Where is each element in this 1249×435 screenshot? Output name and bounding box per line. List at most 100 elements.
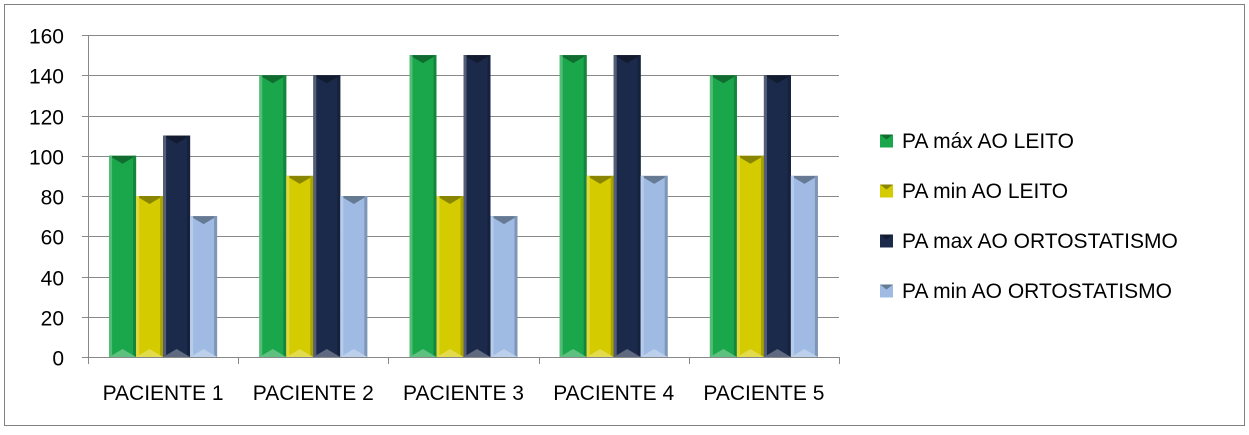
legend-swatch: [880, 284, 893, 298]
bar: [190, 216, 218, 357]
bar: [313, 75, 341, 357]
bar-bevel-left: [340, 196, 344, 357]
bar-bevel-bottom: [136, 349, 164, 357]
bar-bevel-top: [790, 175, 818, 184]
bar-bevel-right: [487, 55, 491, 357]
bar-body: [463, 55, 491, 357]
bar-bevel-bottom: [259, 349, 287, 357]
bar-bevel-left: [259, 75, 263, 357]
bar-bevel-right: [664, 175, 668, 357]
legend-swatch-bevel: [880, 284, 893, 290]
x-tick-label: PACIENTE 3: [403, 382, 524, 405]
bar: [736, 155, 764, 357]
bar-body: [409, 55, 437, 357]
y-tick-label: 160: [29, 26, 64, 49]
bar-body: [313, 75, 341, 357]
legend-item: PA min AO LEITO: [880, 180, 1068, 203]
bar-bevel-bottom: [709, 349, 737, 357]
y-tick-label: 20: [41, 308, 64, 331]
bar-bevel-bottom: [163, 349, 191, 357]
bar-bevel-left: [763, 75, 767, 357]
bar-bevel-top: [409, 55, 437, 64]
bar-bevel-left: [163, 135, 167, 357]
bar-bevel-bottom: [490, 349, 518, 357]
legend-swatch: [880, 184, 893, 198]
bar-bevel-top: [586, 175, 614, 184]
bar-bevel-left: [190, 216, 194, 357]
legend-item: PA min AO ORTOSTATISMO: [880, 280, 1172, 303]
bar-bevel-right: [610, 175, 614, 357]
bar: [286, 175, 314, 357]
bar-bevel-left: [613, 55, 617, 357]
legend-item: PA max AO ORTOSTATISMO: [880, 230, 1178, 253]
bar-bevel-top: [736, 155, 764, 164]
y-tick-label: 60: [41, 227, 64, 250]
bar-bevel-left: [313, 75, 317, 357]
bar-bevel-top: [709, 75, 737, 84]
bar-bevel-top: [313, 75, 341, 84]
legend-label: PA min AO LEITO: [902, 180, 1068, 203]
bar-bevel-bottom: [736, 349, 764, 357]
bar-bevel-right: [310, 175, 314, 357]
y-tick-label: 120: [29, 107, 64, 130]
x-tick-label: PACIENTE 1: [103, 382, 224, 405]
bar-bevel-left: [436, 196, 440, 357]
bar-bevel-right: [133, 155, 137, 357]
bar-bevel-top: [613, 55, 641, 64]
bar-body: [340, 196, 368, 357]
bar-bevel-left: [640, 175, 644, 357]
bar: [709, 75, 737, 357]
bar-bevel-bottom: [559, 349, 587, 357]
bar-body: [109, 155, 137, 357]
bar-bevel-bottom: [313, 349, 341, 357]
legend-label: PA máx AO LEITO: [902, 130, 1074, 153]
bar-body: [559, 55, 587, 357]
bar: [640, 175, 668, 357]
bar: [436, 196, 464, 357]
bar-bevel-left: [790, 175, 794, 357]
bar-bevel-bottom: [340, 349, 368, 357]
bar: [136, 196, 164, 357]
bar-bevel-left: [559, 55, 563, 357]
bar-bevel-right: [583, 55, 587, 357]
bar-bevel-top: [163, 135, 191, 144]
y-tick-label: 80: [41, 187, 64, 210]
legend-swatch: [880, 134, 893, 148]
legend-swatch-bevel: [880, 184, 893, 190]
bar-bevel-bottom: [436, 349, 464, 357]
bar-bevel-left: [463, 55, 467, 357]
bar-body: [640, 175, 668, 357]
bar-bevel-bottom: [790, 349, 818, 357]
bar-body: [136, 196, 164, 357]
bar-bevel-right: [637, 55, 641, 357]
bar-bevel-right: [283, 75, 287, 357]
bar-bevel-top: [436, 196, 464, 204]
bar-bevel-bottom: [190, 349, 218, 357]
axes: 0 20 40 60 80 100 120 140 160 PACIENTE 1 PACIENTE …: [29, 26, 840, 405]
bar-body: [163, 135, 191, 357]
bar-bevel-left: [709, 75, 713, 357]
legend-swatch-bevel: [880, 234, 893, 240]
bar-bevel-right: [187, 135, 191, 357]
y-tick-label: 0: [52, 348, 64, 371]
y-tick-label: 40: [41, 268, 64, 291]
legend-item: PA máx AO LEITO: [880, 130, 1074, 153]
bar-body: [709, 75, 737, 357]
bar-body: [763, 75, 791, 357]
legend-label: PA min AO ORTOSTATISMO: [902, 280, 1172, 303]
bar-body: [736, 155, 764, 357]
legend-swatch-bevel: [880, 134, 893, 140]
bar-body: [586, 175, 614, 357]
y-tick-label: 100: [29, 147, 64, 170]
x-tick-label: PACIENTE 5: [703, 382, 824, 405]
bar: [586, 175, 614, 357]
bar: [109, 155, 137, 357]
bar: [490, 216, 518, 357]
x-tick-label: PACIENTE 2: [253, 382, 374, 405]
bar-bevel-right: [337, 75, 341, 357]
bar-bevel-right: [214, 216, 218, 357]
bar-body: [259, 75, 287, 357]
bar-bevel-right: [433, 55, 437, 357]
